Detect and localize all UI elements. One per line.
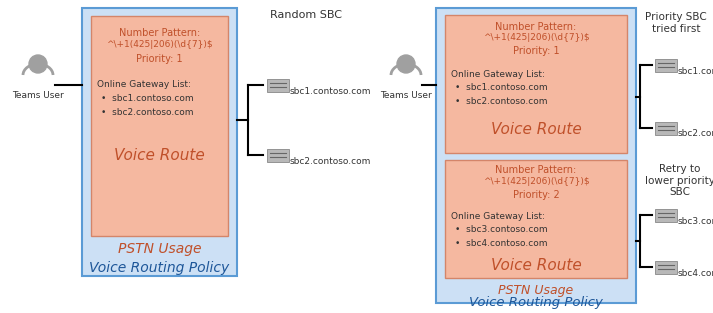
Text: PSTN Usage: PSTN Usage	[498, 284, 574, 297]
Text: sbc1.contoso.com: sbc1.contoso.com	[678, 66, 713, 75]
Text: •  sbc1.contoso.com: • sbc1.contoso.com	[101, 94, 194, 103]
Text: Priority SBC
tried first: Priority SBC tried first	[645, 12, 707, 33]
Text: Random SBC: Random SBC	[270, 10, 342, 20]
FancyBboxPatch shape	[655, 121, 677, 135]
FancyBboxPatch shape	[82, 8, 237, 276]
Text: ^\+1(425|206)(\d{7})$: ^\+1(425|206)(\d{7})$	[483, 33, 590, 42]
Text: Voice Routing Policy: Voice Routing Policy	[469, 296, 603, 309]
FancyBboxPatch shape	[655, 208, 677, 222]
Text: sbc2.contoso.com: sbc2.contoso.com	[290, 156, 371, 166]
Text: Teams User: Teams User	[380, 91, 432, 100]
Text: PSTN Usage: PSTN Usage	[118, 242, 201, 256]
Text: Priority: 1: Priority: 1	[513, 46, 559, 56]
FancyBboxPatch shape	[267, 79, 289, 91]
Text: Voice Route: Voice Route	[491, 258, 581, 273]
Text: sbc4.contoso.com: sbc4.contoso.com	[678, 269, 713, 278]
Text: •  sbc2.contoso.com: • sbc2.contoso.com	[455, 97, 548, 106]
Text: sbc3.contoso.com: sbc3.contoso.com	[678, 217, 713, 225]
Text: Online Gateway List:: Online Gateway List:	[451, 212, 545, 221]
Text: ^\+1(425|206)(\d{7})$: ^\+1(425|206)(\d{7})$	[106, 40, 212, 49]
FancyBboxPatch shape	[267, 148, 289, 162]
FancyBboxPatch shape	[436, 8, 636, 303]
Text: Voice Routing Policy: Voice Routing Policy	[89, 261, 230, 275]
Text: •  sbc4.contoso.com: • sbc4.contoso.com	[455, 239, 548, 248]
Text: Online Gateway List:: Online Gateway List:	[97, 80, 191, 89]
Text: Voice Route: Voice Route	[114, 148, 205, 163]
Text: Number Pattern:: Number Pattern:	[496, 165, 577, 175]
Circle shape	[29, 55, 47, 73]
FancyBboxPatch shape	[655, 260, 677, 274]
FancyBboxPatch shape	[445, 160, 627, 278]
Text: Retry to
lower priority
SBC: Retry to lower priority SBC	[645, 164, 713, 197]
Text: Priority: 2: Priority: 2	[513, 190, 560, 200]
Text: sbc2.contoso.com: sbc2.contoso.com	[678, 130, 713, 138]
Text: Teams User: Teams User	[12, 91, 64, 100]
Text: Voice Route: Voice Route	[491, 122, 581, 137]
Text: ^\+1(425|206)(\d{7})$: ^\+1(425|206)(\d{7})$	[483, 177, 590, 186]
Text: Online Gateway List:: Online Gateway List:	[451, 70, 545, 79]
Text: •  sbc3.contoso.com: • sbc3.contoso.com	[455, 225, 548, 234]
Text: Number Pattern:: Number Pattern:	[496, 22, 577, 32]
FancyBboxPatch shape	[445, 15, 627, 153]
FancyBboxPatch shape	[91, 16, 228, 236]
Text: Number Pattern:: Number Pattern:	[119, 28, 200, 38]
Circle shape	[397, 55, 415, 73]
Text: Priority: 1: Priority: 1	[136, 54, 183, 64]
FancyBboxPatch shape	[655, 59, 677, 71]
Text: sbc1.contoso.com: sbc1.contoso.com	[290, 86, 371, 95]
Text: •  sbc2.contoso.com: • sbc2.contoso.com	[101, 108, 193, 117]
Text: •  sbc1.contoso.com: • sbc1.contoso.com	[455, 83, 548, 92]
